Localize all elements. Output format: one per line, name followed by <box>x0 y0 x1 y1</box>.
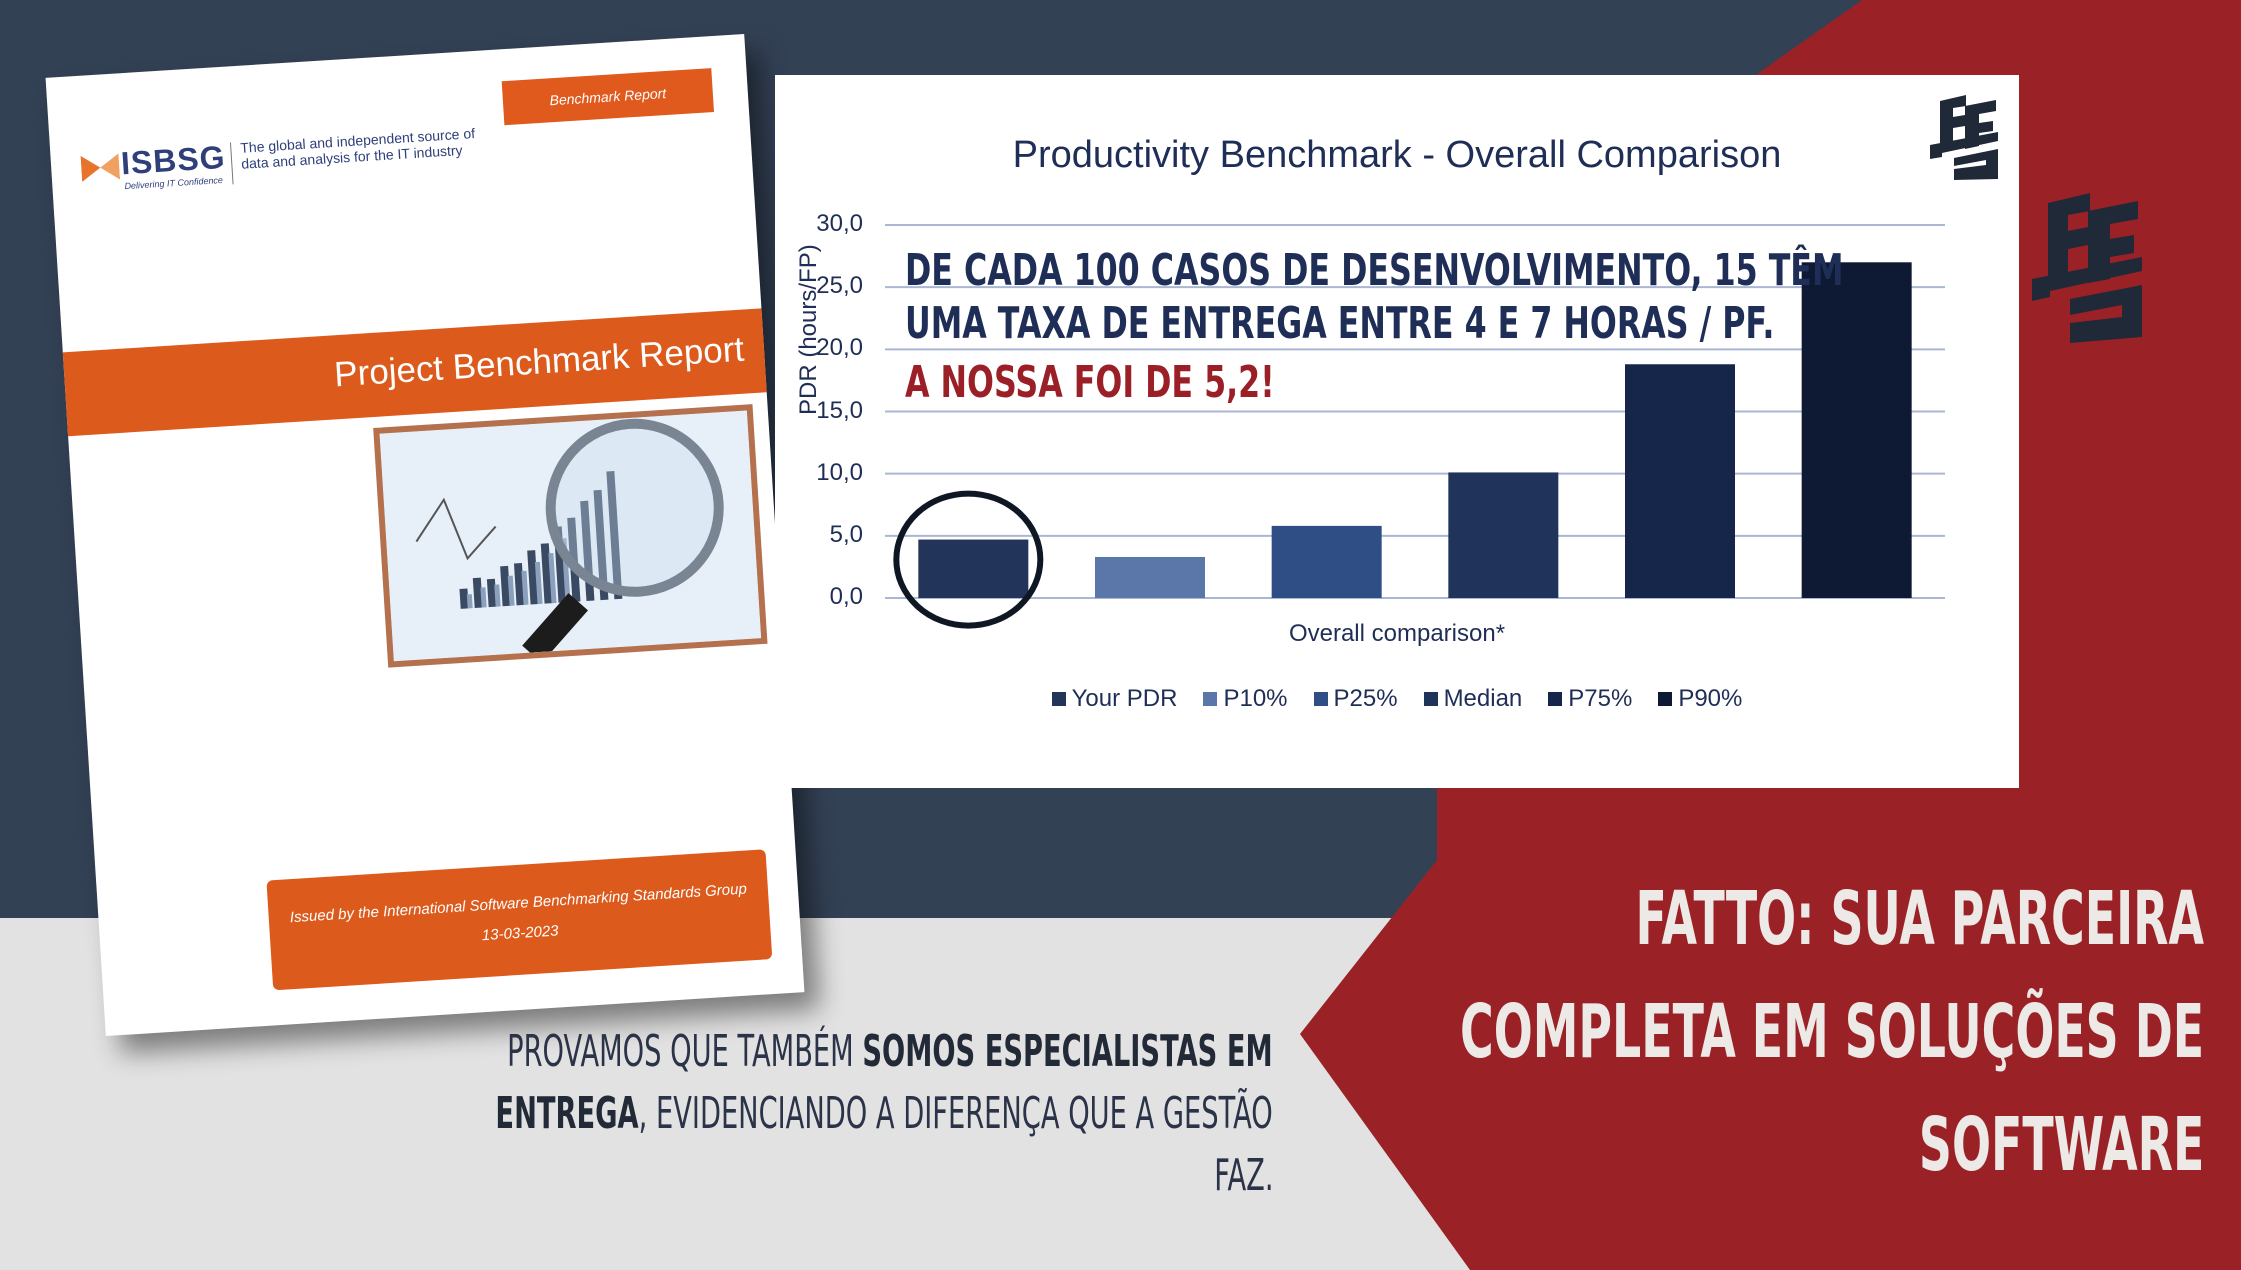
legend-item: P25% <box>1313 685 1398 713</box>
legend-label: P90% <box>1678 685 1743 712</box>
highlight-circle <box>893 490 1044 629</box>
magnifying-glass-chart-image <box>373 404 768 668</box>
bar-p90- <box>1801 262 1912 598</box>
body-line-3a: FAZ. <box>1213 1150 1273 1201</box>
y-axis-label: PDR (hours/FP) <box>795 244 822 415</box>
body-line-2a: ENTREGA <box>495 1088 639 1139</box>
report-footer-band: Issued by the International Software Ben… <box>266 849 773 991</box>
legend-swatch <box>1313 692 1328 706</box>
overlay-line-2: UMA TAXA DE ENTREGA ENTRE 4 E 7 HORAS / … <box>905 298 1775 349</box>
chart-legend: Your PDR P10% P25% Median P75% P90% <box>775 685 2019 713</box>
bar-p75- <box>1625 364 1735 598</box>
isbsg-logo-icon <box>80 153 121 182</box>
bar-p25- <box>1271 525 1382 598</box>
legend-label: Your PDR <box>1071 685 1178 712</box>
headline-line-2: COMPLETA EM SOLUÇÕES DE <box>1459 989 2204 1075</box>
overlay-line-1: DE CADA 100 CASOS DE DESENVOLVIMENTO, 15… <box>905 245 1844 296</box>
legend-label: P75% <box>1568 685 1633 712</box>
isbsg-tagline: The global and independent source of dat… <box>239 125 476 172</box>
y-tick-label: 10,0 <box>816 458 863 486</box>
legend-item: P10% <box>1203 685 1288 713</box>
headline-line-3: SOFTWARE <box>1918 1102 2204 1188</box>
magnifier-illustration-icon <box>379 410 762 663</box>
chart-title: Productivity Benchmark - Overall Compari… <box>1012 134 1782 176</box>
y-tick-label: 30,0 <box>816 210 863 237</box>
headline-line-1: FATTO: SUA PARCEIRA <box>1635 876 2204 962</box>
body-line-2: ENTREGA, EVIDENCIANDO A DIFERENÇA QUE A … <box>496 1092 1273 1136</box>
legend-item: Median <box>1423 685 1523 713</box>
report-type-tag: Benchmark Report <box>501 68 715 126</box>
y-tick-label: 5,0 <box>829 520 863 548</box>
legend-label: P10% <box>1223 685 1288 712</box>
y-tick-label: 15,0 <box>816 396 863 424</box>
bar-your-pdr <box>918 539 1029 598</box>
body-line-2b: , EVIDENCIANDO A DIFERENÇA QUE A GESTÃO <box>638 1088 1273 1139</box>
body-line-1a: PROVAMOS QUE TAMBÉM <box>507 1026 863 1077</box>
fatto-logo-icon <box>2032 193 2142 343</box>
y-tick-label: 20,0 <box>816 334 863 362</box>
body-line-1b: SOMOS ESPECIALISTAS EM <box>862 1026 1273 1077</box>
legend-swatch <box>1203 692 1218 706</box>
x-axis-label: Overall comparison* <box>1288 620 1506 647</box>
y-tick-label: 25,0 <box>816 272 863 300</box>
logo-divider <box>229 142 234 185</box>
chart-panel: Productivity Benchmark - Overall Compari… <box>775 75 2019 788</box>
report-title: Project Benchmark Report <box>333 329 746 395</box>
legend-swatch <box>1051 692 1066 706</box>
bar-median <box>1448 472 1559 598</box>
legend-swatch <box>1658 692 1673 706</box>
legend-swatch <box>1548 692 1563 706</box>
bar-chart <box>885 224 1945 629</box>
fatto-logo-small-icon <box>1930 95 1998 180</box>
body-line-3: FAZ. <box>1214 1154 1273 1198</box>
body-line-1: PROVAMOS QUE TAMBÉM SOMOS ESPECIALISTAS … <box>508 1030 1273 1074</box>
legend-item: P90% <box>1658 685 1742 713</box>
bar-p10- <box>1095 556 1205 598</box>
legend-item: P75% <box>1548 685 1632 713</box>
legend-item: Your PDR <box>1051 685 1178 713</box>
legend-swatch <box>1423 692 1438 706</box>
benchmark-report-cover: ISBSG Delivering IT Confidence The globa… <box>45 33 805 1037</box>
overlay-line-3: A NOSSA FOI DE 5,2! <box>905 357 1275 408</box>
legend-label: P25% <box>1333 685 1398 712</box>
legend-label: Median <box>1443 685 1523 712</box>
y-tick-label: 0,0 <box>829 583 863 610</box>
